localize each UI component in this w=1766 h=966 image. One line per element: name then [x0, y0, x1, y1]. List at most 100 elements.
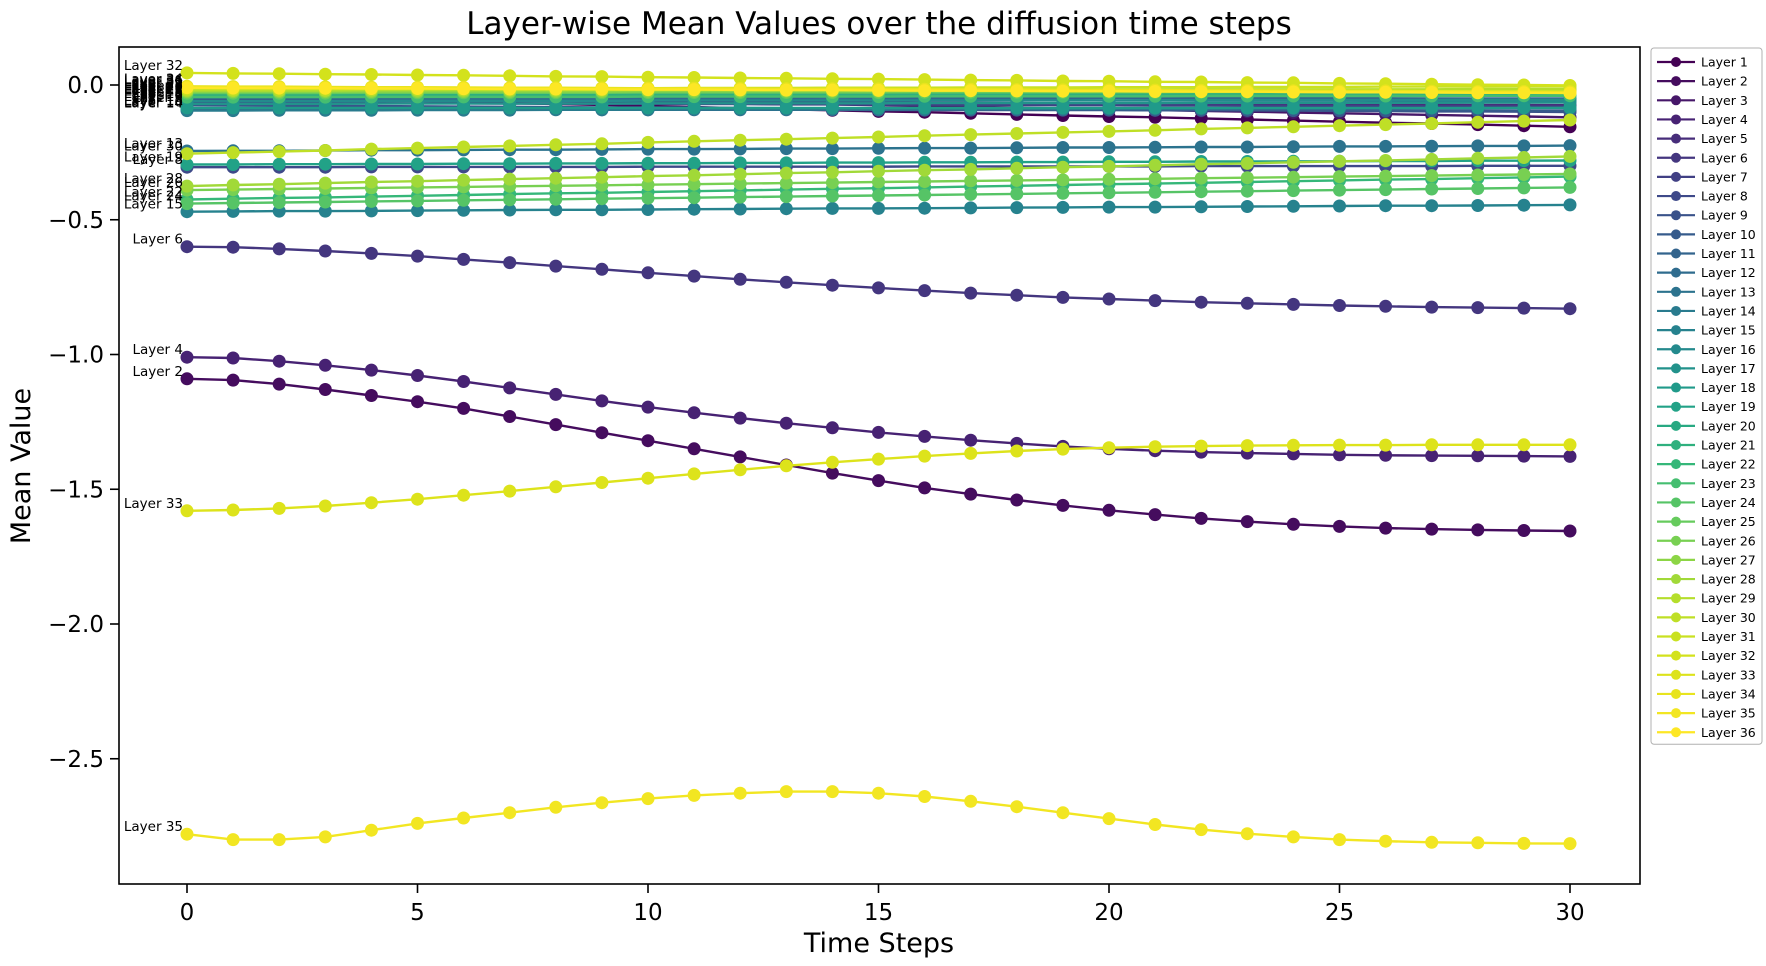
data-point-marker	[733, 177, 747, 191]
data-point-marker	[779, 190, 793, 204]
legend-item-layer-11: Layer 11	[1657, 246, 1756, 261]
data-point-marker	[687, 168, 701, 182]
data-point-marker	[364, 142, 378, 156]
data-point-marker	[1333, 101, 1346, 115]
data-point-marker	[411, 249, 424, 263]
data-point-marker	[1333, 154, 1346, 168]
data-point-marker	[1102, 124, 1116, 138]
data-point-marker	[1010, 84, 1024, 98]
data-point-marker	[1240, 171, 1254, 185]
data-point-marker	[503, 157, 517, 171]
data-point-marker	[779, 166, 793, 180]
data-point-marker	[549, 480, 563, 494]
data-point-marker	[1102, 186, 1116, 200]
data-point-marker	[226, 833, 240, 847]
data-point-marker	[1102, 84, 1116, 98]
data-point-marker	[457, 101, 471, 115]
inline-label-layer-28: Layer 28	[124, 171, 183, 187]
data-point-marker	[733, 133, 747, 147]
data-point-marker	[457, 173, 471, 187]
data-point-marker	[825, 201, 839, 215]
legend-marker	[1671, 554, 1681, 565]
data-point-marker	[457, 203, 471, 217]
data-point-marker	[918, 201, 932, 215]
legend-label: Layer 2	[1701, 74, 1748, 89]
data-point-marker	[641, 169, 655, 183]
data-point-marker	[872, 425, 885, 439]
data-point-marker	[1425, 522, 1439, 536]
data-point-marker	[1194, 140, 1208, 154]
data-point-marker	[272, 177, 286, 191]
inline-label-layer-9: Layer 9	[132, 90, 183, 106]
data-point-marker	[687, 83, 701, 97]
legend-item-layer-5: Layer 5	[1657, 131, 1748, 146]
data-point-marker	[964, 73, 978, 87]
legend-item-layer-34: Layer 34	[1657, 686, 1756, 701]
x-tick-label: 15	[864, 900, 893, 926]
data-point-marker	[318, 358, 332, 372]
legend-marker	[1671, 420, 1681, 431]
data-point-marker	[779, 156, 793, 170]
data-point-marker	[825, 785, 839, 799]
data-point-marker	[1517, 181, 1531, 195]
data-point-marker	[964, 794, 978, 808]
data-point-marker	[1010, 173, 1024, 187]
data-point-marker	[1425, 449, 1439, 463]
data-point-marker	[1471, 139, 1485, 153]
data-point-marker	[1517, 438, 1531, 452]
data-point-marker	[1240, 439, 1254, 453]
data-point-marker	[457, 401, 471, 415]
data-point-marker	[1425, 438, 1439, 452]
data-point-marker	[549, 156, 563, 170]
data-point-marker	[1563, 524, 1577, 538]
data-point-marker	[779, 275, 793, 289]
legend-label: Layer 12	[1701, 265, 1756, 280]
data-point-marker	[549, 69, 563, 83]
data-point-marker	[1286, 184, 1300, 198]
data-point-marker	[318, 176, 332, 190]
legend-marker	[1671, 363, 1681, 374]
data-point-marker	[825, 131, 839, 145]
inline-label-layer-11: Layer 11	[124, 82, 183, 98]
data-point-marker	[549, 203, 563, 217]
data-point-marker	[503, 193, 517, 207]
data-point-marker	[1517, 524, 1531, 537]
data-point-marker	[641, 266, 655, 280]
inline-label-layer-18: Layer 18	[124, 93, 183, 109]
inline-label-layer-25: Layer 25	[124, 78, 183, 94]
legend-label: Layer 6	[1701, 150, 1748, 165]
data-point-marker	[411, 204, 424, 218]
data-point-marker	[1425, 86, 1439, 99]
data-point-marker	[687, 467, 701, 481]
data-point-marker	[364, 175, 378, 189]
legend-marker	[1671, 171, 1681, 182]
data-point-marker	[1471, 199, 1485, 212]
legend-label: Layer 35	[1701, 706, 1756, 721]
inline-label-layer-3: Layer 3	[132, 78, 183, 94]
data-point-marker	[364, 823, 378, 837]
legend-label: Layer 25	[1701, 514, 1756, 529]
series-lines	[180, 66, 1577, 851]
data-point-marker	[1563, 167, 1577, 181]
inline-label-layer-30: Layer 30	[124, 139, 183, 155]
data-point-marker	[595, 170, 609, 184]
data-point-marker	[226, 146, 240, 160]
legend-marker	[1671, 440, 1681, 450]
data-point-marker	[872, 72, 885, 86]
inline-label-layer-17: Layer 17	[124, 89, 183, 105]
data-point-marker	[825, 421, 839, 435]
data-point-marker	[226, 81, 240, 95]
data-point-marker	[1471, 836, 1485, 850]
data-point-marker	[1286, 85, 1300, 99]
data-point-marker	[1056, 290, 1070, 304]
data-point-marker	[1471, 86, 1485, 100]
data-point-marker	[641, 101, 655, 115]
inline-label-layer-20: Layer 20	[124, 79, 183, 95]
data-point-marker	[1286, 199, 1300, 213]
legend-marker	[1671, 401, 1681, 412]
data-point-marker	[687, 269, 701, 283]
legend-label: Layer 16	[1701, 342, 1756, 357]
data-point-marker	[1148, 101, 1162, 115]
legend-item-layer-35: Layer 35	[1657, 706, 1756, 721]
legend-marker	[1671, 612, 1681, 623]
